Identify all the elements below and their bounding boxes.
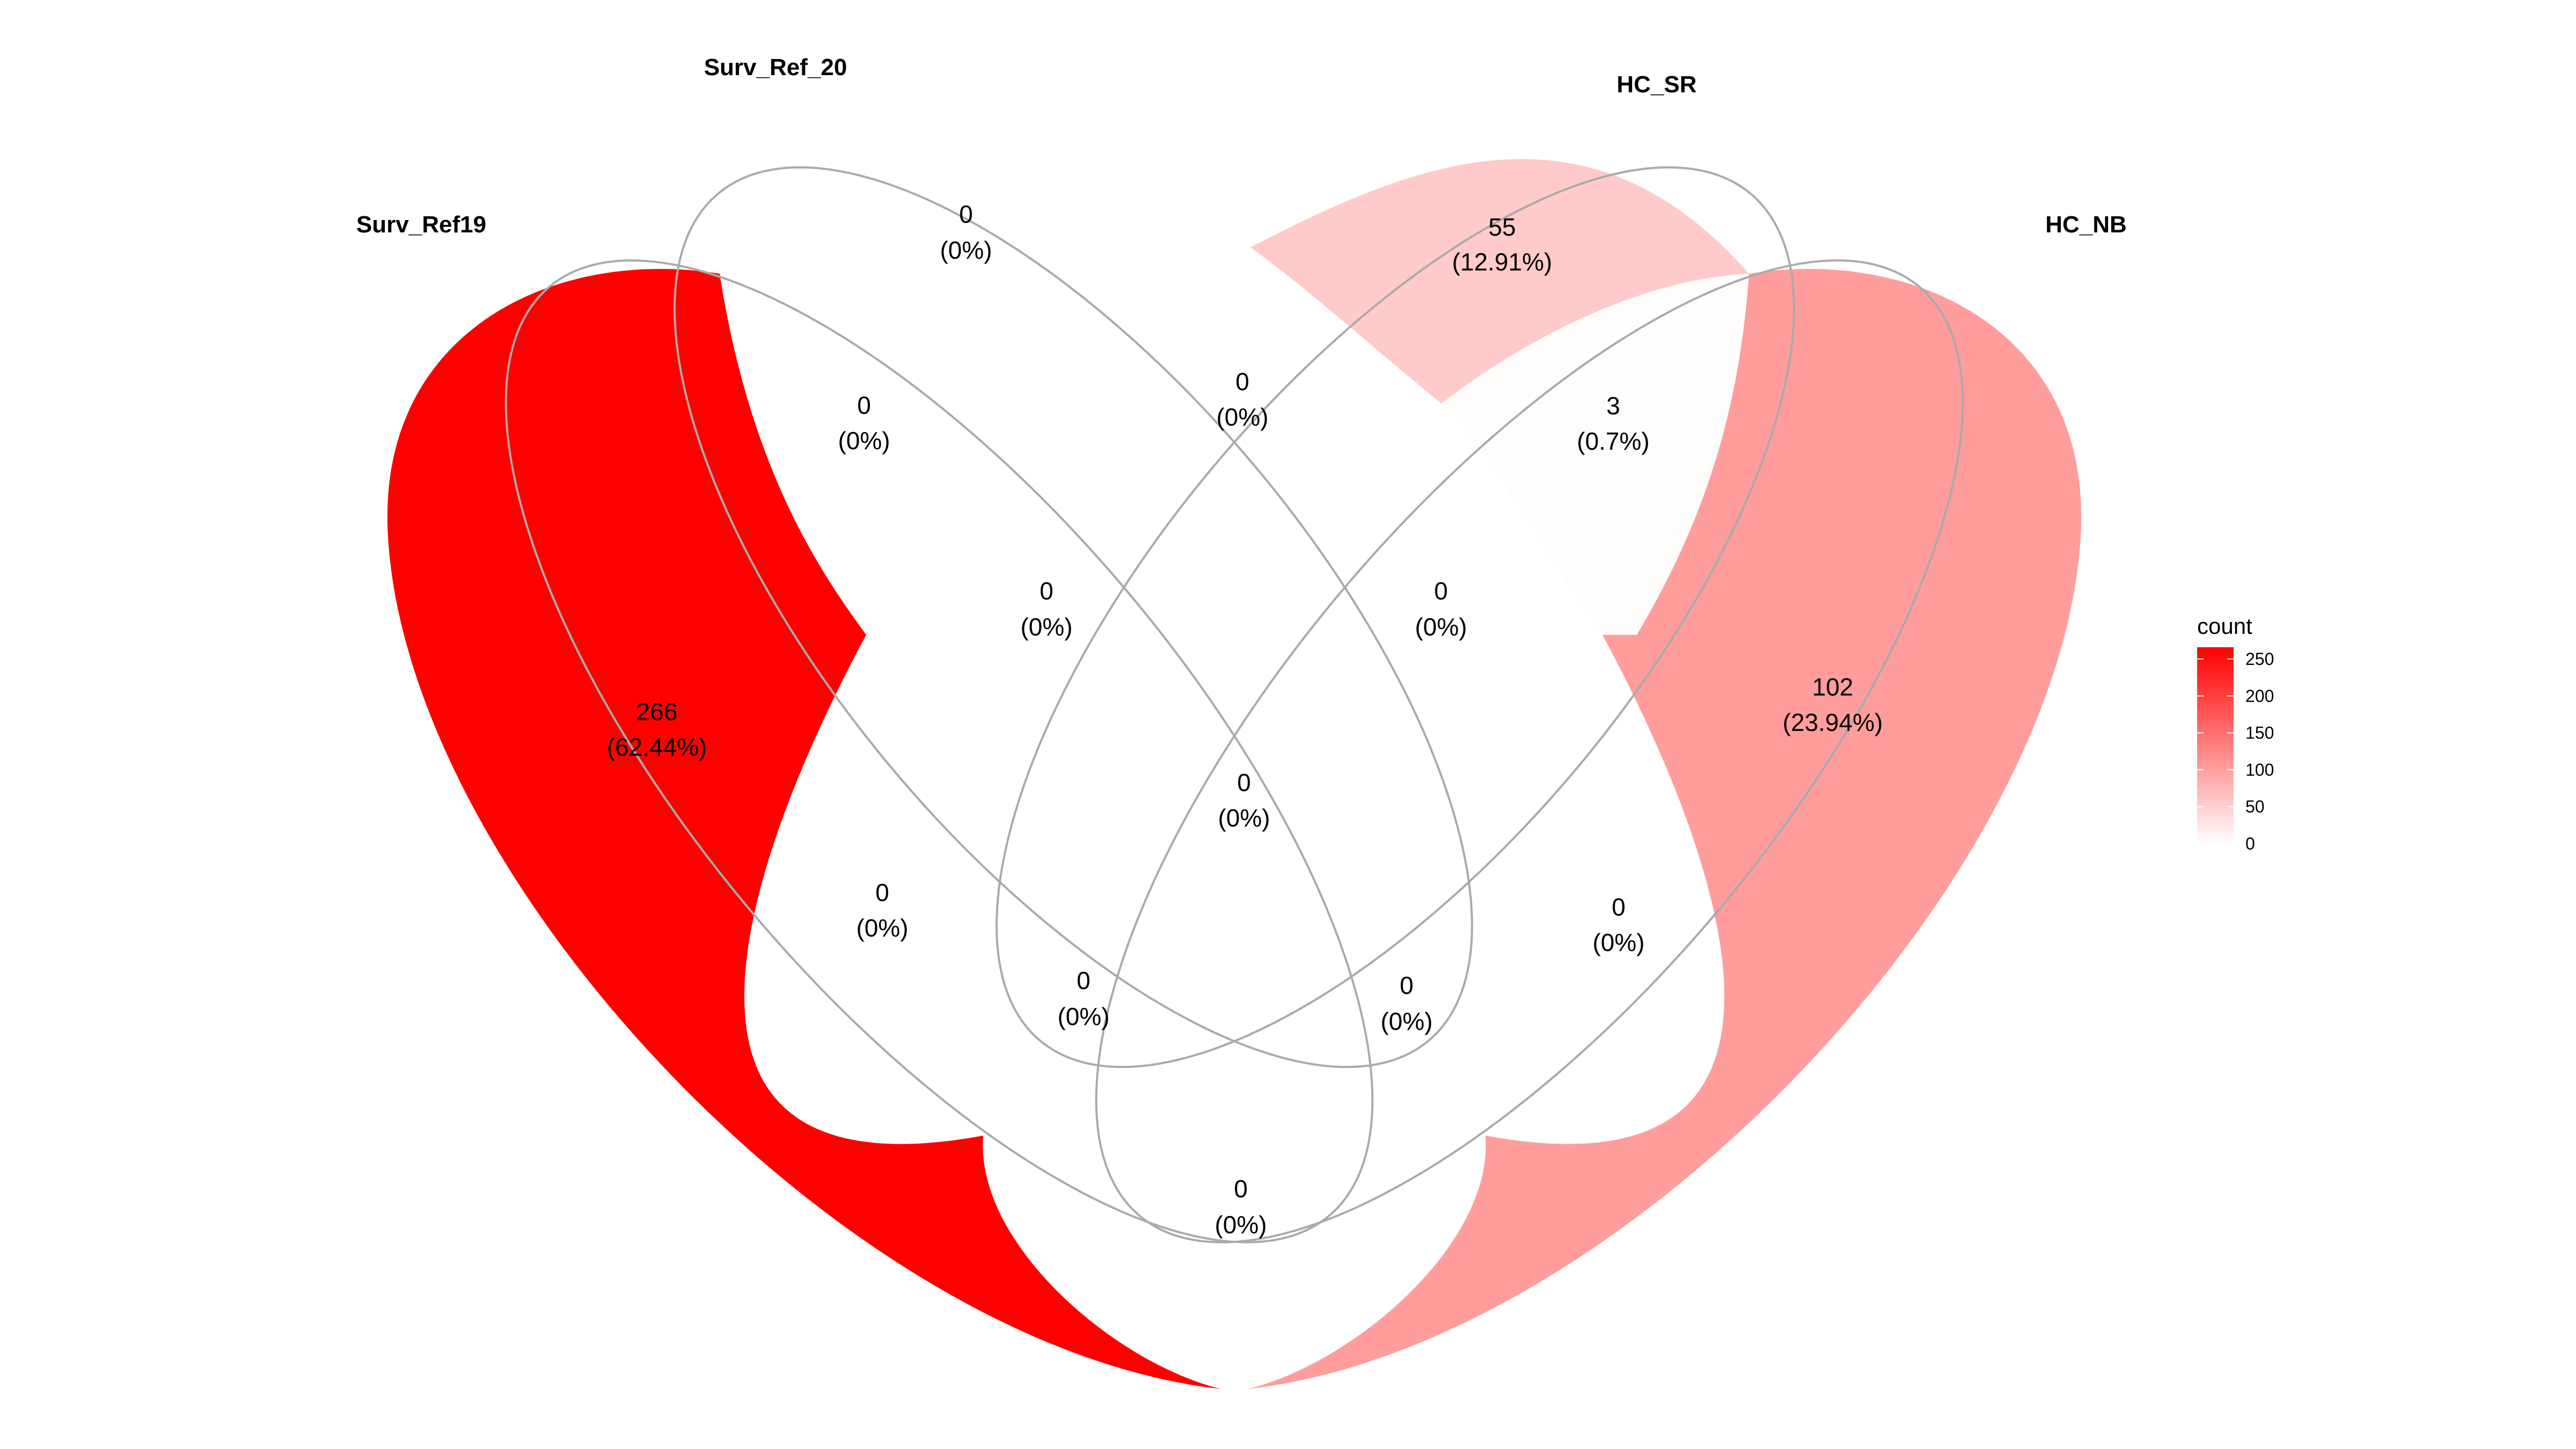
region-percent: (0%) bbox=[1057, 1002, 1109, 1030]
region-label-all-four: 0 (0%) bbox=[1218, 769, 1270, 832]
legend-ticks: 250 200 150 100 50 0 bbox=[2197, 649, 2274, 853]
set-outline-hc-sr bbox=[996, 166, 1795, 1069]
region-percent: (0%) bbox=[1592, 928, 1644, 956]
legend-colorbar bbox=[2197, 647, 2234, 844]
set-outline-hc-nb bbox=[1095, 259, 1964, 1243]
region-count: 266 bbox=[636, 698, 678, 726]
region-percent: (23.94%) bbox=[1783, 708, 1883, 736]
region-label-surv-ref19-surv-ref-20: 0 (0%) bbox=[838, 391, 890, 455]
legend-tick-label: 50 bbox=[2245, 797, 2265, 816]
region-percent: (0%) bbox=[838, 427, 890, 455]
set-label-surv-ref19: Surv_Ref19 bbox=[356, 211, 486, 238]
set-label-hc-nb: HC_NB bbox=[2045, 211, 2127, 238]
region-count: 3 bbox=[1606, 392, 1620, 420]
region-percent: (0%) bbox=[1216, 403, 1268, 431]
region-count: 0 bbox=[1234, 1175, 1248, 1203]
region-fill-hc-nb-only bbox=[1248, 269, 2082, 1389]
region-label-surv-ref-20-hc-nb: 0 (0%) bbox=[1592, 893, 1644, 956]
region-label-hc-sr-hc-nb: 3 (0.7%) bbox=[1577, 392, 1649, 455]
region-label-surv-ref19-hc-nb: 0 (0%) bbox=[1214, 1175, 1267, 1239]
set-label-surv-ref-20: Surv_Ref_20 bbox=[704, 54, 847, 80]
region-percent: (0%) bbox=[856, 914, 908, 942]
region-count: 0 bbox=[1040, 577, 1053, 605]
legend-tick-label: 150 bbox=[2245, 723, 2274, 743]
legend-tick-label: 100 bbox=[2245, 760, 2274, 779]
region-label-hc-nb-only: 102 (23.94%) bbox=[1783, 673, 1883, 736]
region-labels: 266 (62.44%) 0 (0%) 55 (12.91%) 102 (23.… bbox=[607, 200, 1883, 1239]
region-percent: (0%) bbox=[940, 236, 992, 264]
region-count: 0 bbox=[875, 879, 889, 906]
set-label-hc-sr: HC_SR bbox=[1616, 71, 1696, 98]
region-fill-hc-sr-hc-nb bbox=[1441, 274, 1749, 635]
set-outlines bbox=[504, 166, 1964, 1243]
region-label-hc-sr-only: 55 (12.91%) bbox=[1452, 213, 1553, 276]
region-count: 55 bbox=[1488, 213, 1516, 241]
region-label-surv-ref-20-only: 0 (0%) bbox=[940, 200, 992, 264]
region-percent: (0%) bbox=[1214, 1211, 1267, 1239]
region-label-surv-ref19-surv-ref-20-hc-sr: 0 (0%) bbox=[1020, 577, 1072, 641]
region-fill-surv-ref19-only bbox=[387, 269, 1221, 1389]
region-count: 0 bbox=[1434, 577, 1448, 605]
region-count: 0 bbox=[857, 391, 871, 419]
region-label-surv-ref19-hc-sr: 0 (0%) bbox=[856, 879, 908, 942]
set-outline-surv-ref-20 bbox=[674, 166, 1473, 1069]
region-fills bbox=[387, 159, 2082, 1389]
region-label-surv-ref19-surv-ref-20-hc-nb: 0 (0%) bbox=[1380, 971, 1432, 1035]
region-label-surv-ref-20-hc-sr: 0 (0%) bbox=[1216, 368, 1268, 431]
legend-tick-label: 200 bbox=[2245, 686, 2274, 706]
region-percent: (0%) bbox=[1218, 804, 1270, 832]
region-count: 102 bbox=[1812, 673, 1854, 701]
region-percent: (0.7%) bbox=[1577, 427, 1649, 455]
region-count: 0 bbox=[1235, 368, 1249, 396]
region-label-surv-ref19-hc-sr-hc-nb: 0 (0%) bbox=[1057, 967, 1109, 1030]
region-count: 0 bbox=[1612, 893, 1626, 921]
region-count: 0 bbox=[1400, 971, 1414, 999]
region-percent: (62.44%) bbox=[607, 733, 707, 761]
region-count: 0 bbox=[1237, 769, 1251, 796]
region-fill-hc-sr-only bbox=[1250, 159, 1749, 404]
count-legend: count 250 200 150 100 50 0 bbox=[2197, 613, 2274, 853]
region-percent: (0%) bbox=[1020, 613, 1072, 641]
region-percent: (0%) bbox=[1415, 613, 1467, 641]
region-count: 0 bbox=[959, 200, 973, 228]
legend-tick-label: 0 bbox=[2245, 834, 2255, 853]
legend-title: count bbox=[2197, 613, 2252, 639]
region-percent: (0%) bbox=[1380, 1007, 1432, 1035]
region-label-surv-ref-20-hc-sr-hc-nb: 0 (0%) bbox=[1415, 577, 1467, 641]
legend-tick-label: 250 bbox=[2245, 649, 2274, 669]
region-percent: (12.91%) bbox=[1452, 248, 1553, 276]
set-labels: Surv_Ref19 Surv_Ref_20 HC_SR HC_NB bbox=[356, 54, 2127, 238]
set-outline-surv-ref19 bbox=[504, 259, 1374, 1243]
region-count: 0 bbox=[1077, 967, 1091, 994]
region-label-surv-ref19-only: 266 (62.44%) bbox=[607, 698, 707, 761]
